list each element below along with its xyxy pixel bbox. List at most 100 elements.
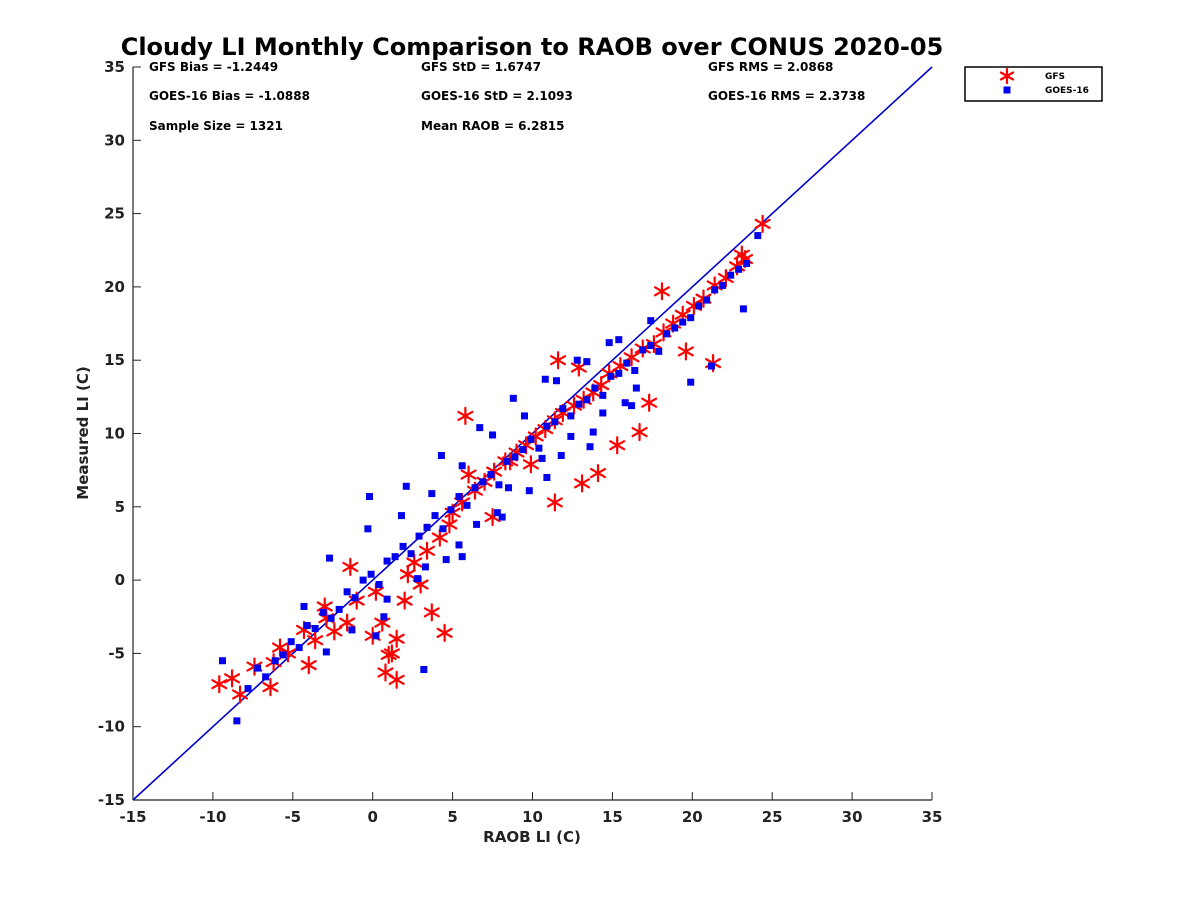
goes16-point: [543, 473, 551, 481]
goes16-point: [615, 369, 623, 377]
goes16-point: [300, 602, 308, 610]
goes16-point: [287, 638, 295, 646]
goes16-point: [295, 644, 303, 652]
goes16-point: [380, 613, 388, 621]
gfs-point: [436, 623, 453, 642]
goes16-point: [244, 685, 252, 693]
gfs-point: [677, 342, 694, 361]
y-tick-label: 5: [115, 498, 125, 516]
goes16-point: [719, 281, 727, 289]
y-tick-label: -15: [98, 791, 125, 809]
goes16-point: [420, 666, 428, 674]
stat-mean-raob: Mean RAOB = 6.2815: [421, 119, 565, 133]
gfs-point: [641, 393, 658, 412]
goes16-point: [447, 506, 455, 514]
goes16-point: [375, 580, 383, 588]
goes16-point: [687, 378, 695, 386]
goes16-point: [402, 482, 410, 490]
x-tick-label: 25: [762, 808, 783, 826]
goes16-point: [489, 431, 497, 439]
gfs-point: [589, 463, 607, 483]
goes16-point: [495, 481, 503, 489]
goes16-point: [605, 339, 613, 347]
goes16-point: [735, 265, 743, 273]
series-layer: [211, 214, 771, 725]
goes16-point: [567, 432, 575, 440]
goes16-point: [233, 717, 241, 725]
gfs-point: [396, 591, 413, 610]
goes16-point: [366, 493, 374, 501]
gfs-point: [457, 406, 474, 426]
goes16-point: [632, 384, 640, 392]
gfs-point: [388, 670, 405, 689]
x-tick-label: 35: [922, 808, 943, 826]
goes16-point: [463, 501, 471, 509]
axes: [132, 66, 933, 801]
y-axis-label: Measured LI (C): [74, 366, 92, 499]
stat-gfs-rms: GFS RMS = 2.0868: [708, 60, 833, 74]
goes16-point: [663, 330, 671, 338]
goes16-point: [543, 422, 551, 430]
gfs-point: [546, 493, 563, 512]
gfs-point: [300, 656, 317, 675]
goes16-point: [326, 554, 334, 562]
legend: GFS GOES-16: [964, 66, 1103, 102]
gfs-point: [574, 474, 591, 493]
goes16-point: [262, 673, 270, 681]
goes16-point: [527, 435, 535, 443]
goes16-point: [343, 588, 351, 596]
goes16-point: [498, 513, 506, 521]
goes16-point: [487, 471, 495, 479]
y-tick-label: 10: [104, 425, 125, 443]
gfs-point: [460, 465, 477, 484]
y-tick-label: 25: [104, 205, 125, 223]
goes16-point: [552, 377, 560, 385]
x-tick-label: 10: [522, 808, 543, 826]
goes16-point: [473, 520, 481, 528]
stat-goes-std: GOES-16 StD = 2.1093: [421, 89, 573, 103]
goes16-point: [599, 391, 607, 399]
series-gfs: [211, 214, 771, 704]
goes16-point: [327, 614, 335, 622]
gfs-point: [388, 629, 405, 648]
goes16-point: [623, 359, 631, 367]
goes16-point: [359, 576, 367, 584]
goes16-point: [575, 400, 583, 408]
goes16-point: [551, 418, 559, 426]
gfs-point: [423, 603, 440, 622]
x-axis-label: RAOB LI (C): [483, 828, 581, 846]
goes16-point: [503, 457, 511, 465]
x-tick-label: -5: [284, 808, 301, 826]
goes16-point: [655, 347, 663, 355]
goes16-point: [351, 594, 359, 602]
goes16-point: [442, 556, 450, 564]
goes16-point: [391, 553, 399, 561]
stat-goes-bias: GOES-16 Bias = -1.0888: [149, 89, 310, 103]
goes16-point: [519, 446, 527, 454]
goes16-point: [505, 484, 513, 492]
stat-sample-size: Sample Size = 1321: [149, 119, 283, 133]
gfs-point: [224, 669, 241, 688]
goes16-point: [521, 412, 529, 420]
goes16-point: [415, 532, 423, 540]
goes16-point: [567, 412, 575, 420]
goes16-point: [591, 384, 599, 392]
stat-goes-rms: GOES-16 RMS = 2.3738: [708, 89, 865, 103]
goes16-point: [493, 509, 501, 517]
gfs-point: [380, 645, 397, 664]
goes16-point: [476, 424, 484, 432]
goes16-point: [541, 375, 549, 383]
goes16-point: [364, 525, 372, 533]
y-tick-label: -10: [98, 718, 125, 736]
goes16-point: [647, 342, 655, 350]
legend-marker-gfs: [999, 67, 1015, 85]
goes16-point: [511, 453, 519, 461]
goes16-point: [319, 608, 327, 616]
goes16-point: [586, 443, 594, 451]
goes16-point: [439, 525, 447, 533]
stat-gfs-bias: GFS Bias = -1.2449: [149, 60, 278, 74]
gfs-point: [342, 557, 359, 577]
y-tick-label: 15: [104, 351, 125, 369]
goes16-point: [525, 487, 533, 495]
gfs-point: [522, 455, 539, 474]
